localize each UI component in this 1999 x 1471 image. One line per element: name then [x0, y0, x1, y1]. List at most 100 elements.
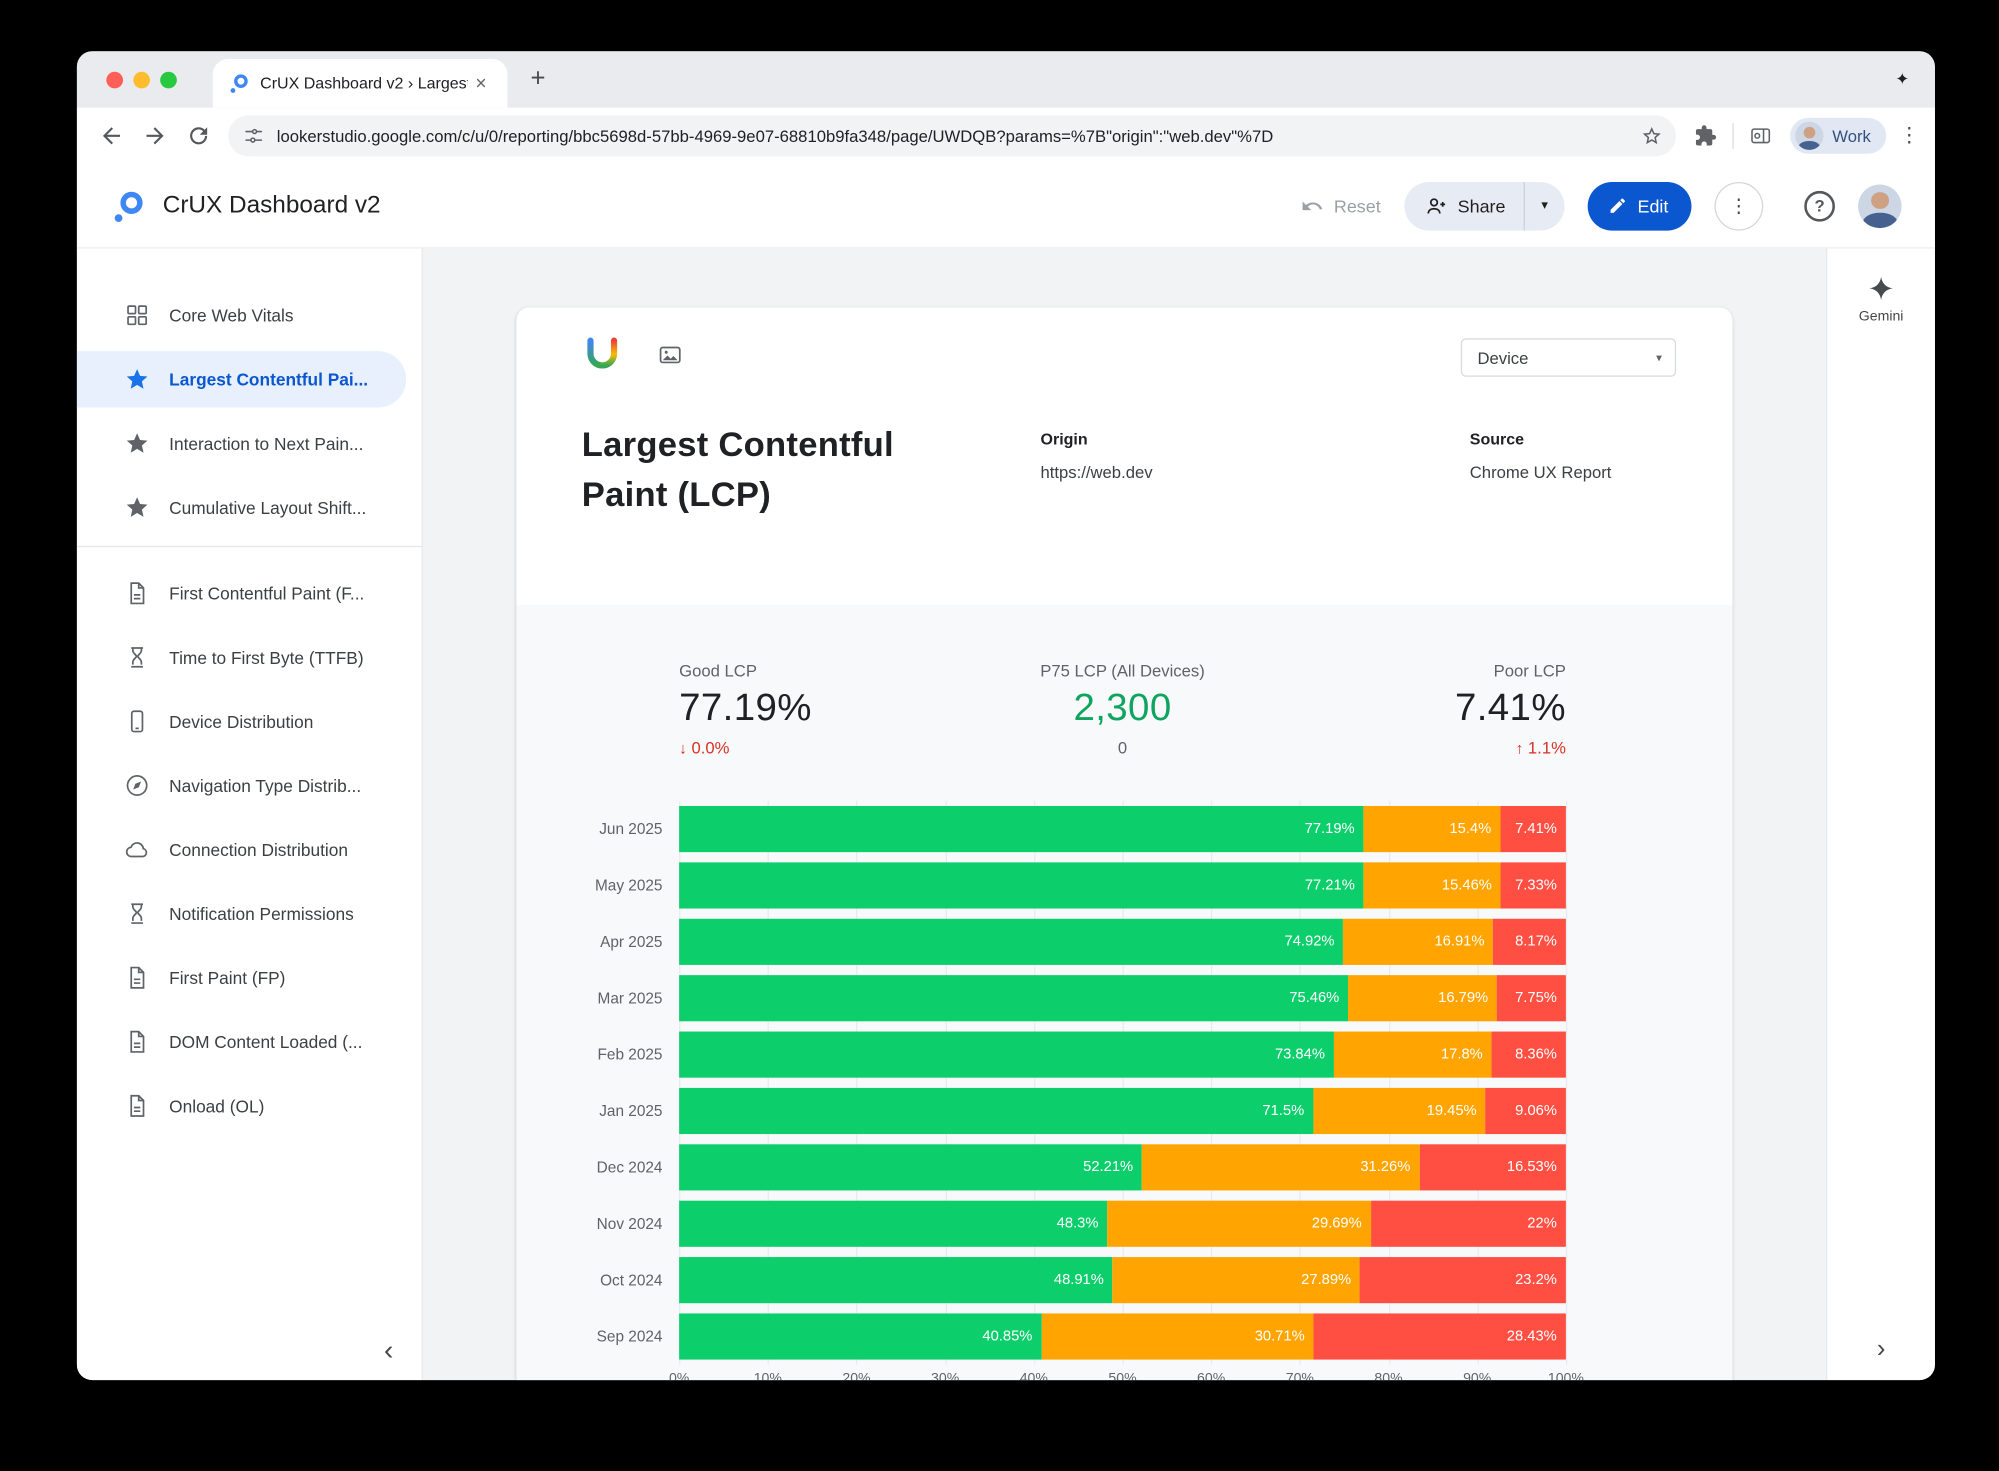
expand-panel-icon[interactable]: › [1876, 1335, 1886, 1364]
sidebar-item-cumulative-layout-shift[interactable]: Cumulative Layout Shift... [77, 479, 406, 535]
bar-segment-needs-improvement[interactable]: 29.69% [1107, 1200, 1371, 1247]
url-text[interactable]: lookerstudio.google.com/c/u/0/reporting/… [276, 126, 1274, 146]
gridline [1388, 800, 1390, 1365]
chart-row: Oct 2024 48.91% 27.89% 23.2% [516, 1252, 1566, 1308]
help-icon[interactable]: ? [1804, 190, 1835, 222]
origin-value[interactable]: https://web.dev [1040, 462, 1153, 482]
sidebar-item-interaction-to-next-pain[interactable]: Interaction to Next Pain... [77, 415, 406, 471]
toolbar-divider [1732, 123, 1734, 149]
cloud-icon [124, 837, 150, 863]
sidebar-item-dom-content-loaded[interactable]: DOM Content Loaded (... [77, 1014, 406, 1070]
looker-studio-logo[interactable] [113, 189, 146, 222]
bar-segment-good[interactable]: 75.46% [679, 975, 1349, 1022]
reload-button[interactable] [177, 114, 221, 158]
share-button[interactable]: Share [1404, 181, 1524, 230]
sidebar-item-onload-ol[interactable]: Onload (OL) [77, 1078, 406, 1134]
bar-segment-good[interactable]: 77.19% [679, 806, 1364, 853]
back-button[interactable] [90, 114, 134, 158]
sidebar-item-device-distribution[interactable]: Device Distribution [77, 693, 406, 749]
bar-segment-poor[interactable]: 28.43% [1313, 1313, 1566, 1360]
gemini-button[interactable]: Gemini [1827, 274, 1935, 324]
bar-value-label: 7.75% [1515, 990, 1557, 1006]
sidebar-item-first-contentful-paint-f[interactable]: First Contentful Paint (F... [77, 565, 406, 621]
app-title[interactable]: CrUX Dashboard v2 [162, 191, 381, 219]
bar-segment-poor[interactable]: 7.41% [1500, 806, 1566, 853]
bar-segment-good[interactable]: 73.84% [679, 1031, 1334, 1078]
bar-segment-poor[interactable]: 8.17% [1493, 918, 1566, 965]
gemini-rail: Gemini › [1826, 248, 1935, 1381]
tab-strip: CrUX Dashboard v2 › Largest × + ✦ [76, 51, 1935, 108]
bar-segment-poor[interactable]: 22% [1370, 1200, 1566, 1247]
bar-segment-needs-improvement[interactable]: 15.46% [1363, 862, 1501, 909]
sidebar-item-connection-distribution[interactable]: Connection Distribution [77, 821, 406, 877]
bar-segment-good[interactable]: 52.21% [679, 1144, 1143, 1191]
bar-segment-good[interactable]: 40.85% [679, 1313, 1042, 1360]
sidebar-item-largest-contentful-pai[interactable]: Largest Contentful Pai... [76, 351, 407, 408]
forward-button[interactable] [133, 114, 177, 158]
bar-segment-good[interactable]: 48.3% [679, 1200, 1108, 1247]
sidebar-item-core-web-vitals[interactable]: Core Web Vitals [77, 287, 406, 343]
bar-segment-poor[interactable]: 9.06% [1485, 1087, 1566, 1135]
bar-segment-good[interactable]: 74.92% [679, 918, 1344, 965]
fullscreen-window-button[interactable] [160, 71, 177, 88]
browser-menu-icon[interactable]: ⋮ [1899, 125, 1920, 148]
star-icon [124, 366, 150, 392]
bar-value-label: 52.21% [1083, 1159, 1134, 1176]
bar-segment-poor[interactable]: 7.33% [1500, 862, 1566, 909]
bar-segment-good[interactable]: 77.21% [679, 862, 1364, 909]
site-controls-icon[interactable] [243, 126, 264, 147]
sidebar-item-notification-permissions[interactable]: Notification Permissions [77, 885, 406, 941]
scorecard-label: Good LCP [679, 661, 757, 681]
bar-segment-needs-improvement[interactable]: 16.79% [1348, 975, 1498, 1022]
side-panel-icon[interactable] [1749, 124, 1772, 147]
x-axis-tick: 70% [1285, 1371, 1314, 1381]
sidebar-item-time-to-first-byte-ttfb[interactable]: Time to First Byte (TTFB) [77, 629, 406, 685]
user-avatar[interactable] [1858, 183, 1902, 228]
share-dropdown-button[interactable]: ▾ [1523, 181, 1564, 231]
chart-row-label: Feb 2025 [597, 1045, 663, 1064]
bar-segment-needs-improvement[interactable]: 30.71% [1041, 1313, 1314, 1360]
bar-segment-needs-improvement[interactable]: 27.89% [1112, 1257, 1361, 1304]
profile-chip[interactable]: Work [1789, 117, 1887, 154]
bar-segment-poor[interactable]: 8.36% [1491, 1031, 1566, 1078]
bookmark-star-icon[interactable] [1640, 124, 1663, 147]
device-filter-dropdown[interactable]: Device ▾ [1460, 338, 1677, 377]
bar-value-label: 17.8% [1440, 1046, 1483, 1063]
new-tab-button[interactable]: + [530, 64, 546, 93]
bar-segment-poor[interactable]: 23.2% [1360, 1257, 1566, 1304]
report-card-body: Good LCP 77.19% ↓ 0.0% P75 LCP (All Devi… [516, 604, 1733, 1381]
bar-value-label: 31.26% [1360, 1159, 1411, 1176]
chart-rows: Jun 2025 77.19% 15.4% 7.41% May 2025 77.21% 15… [516, 801, 1566, 1365]
close-window-button[interactable] [106, 71, 124, 88]
sidebar-item-first-paint-fp[interactable]: First Paint (FP) [77, 950, 406, 1006]
bar-segment-good[interactable]: 48.91% [679, 1257, 1113, 1304]
extensions-icon[interactable] [1694, 124, 1717, 147]
close-tab-icon[interactable]: × [475, 72, 487, 95]
bar-segment-poor[interactable]: 7.75% [1497, 975, 1566, 1022]
bar-segment-needs-improvement[interactable]: 31.26% [1142, 1144, 1420, 1191]
sparkle-icon[interactable]: ✦ [1895, 69, 1910, 89]
x-axis-tick: 80% [1374, 1371, 1403, 1381]
bar-track: 73.84% 17.8% 8.36% [679, 1031, 1566, 1078]
source-value: Chrome UX Report [1469, 462, 1612, 482]
more-options-button[interactable]: ⋮ [1714, 181, 1764, 231]
bar-segment-needs-improvement[interactable]: 19.45% [1313, 1087, 1486, 1135]
sidebar-item-navigation-type-distrib[interactable]: Navigation Type Distrib... [77, 757, 406, 813]
image-icon [657, 342, 683, 368]
browser-tab[interactable]: CrUX Dashboard v2 › Largest × [212, 58, 508, 108]
minimize-window-button[interactable] [133, 71, 150, 88]
bar-segment-needs-improvement[interactable]: 15.4% [1363, 806, 1501, 853]
bar-segment-needs-improvement[interactable]: 17.8% [1333, 1031, 1492, 1078]
bar-segment-needs-improvement[interactable]: 16.91% [1343, 918, 1494, 965]
address-bar[interactable]: lookerstudio.google.com/c/u/0/reporting/… [228, 115, 1676, 157]
arrow-down-icon: ↓ [679, 739, 687, 758]
collapse-sidebar-icon[interactable]: ‹ [384, 1333, 394, 1366]
edit-button[interactable]: Edit [1587, 181, 1692, 231]
source-block: Source Chrome UX Report [1470, 431, 1612, 482]
bar-segment-good[interactable]: 71.5% [679, 1087, 1314, 1135]
reset-button[interactable]: Reset [1301, 194, 1381, 217]
looker-studio-favicon-icon [229, 73, 250, 94]
chart-row: Mar 2025 75.46% 16.79% 7.75% [516, 970, 1566, 1026]
bar-segment-poor[interactable]: 16.53% [1419, 1144, 1566, 1191]
gridline [1299, 800, 1302, 1365]
